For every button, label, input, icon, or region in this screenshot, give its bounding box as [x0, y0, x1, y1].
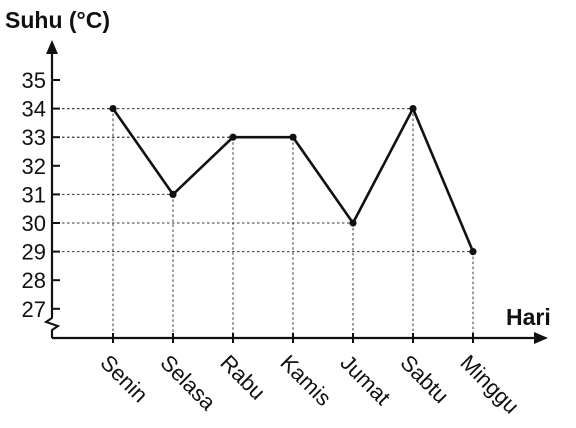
y-tick-label: 33	[22, 125, 46, 150]
x-tick-label: Selasa	[155, 350, 221, 416]
data-points	[109, 105, 477, 256]
y-tick-label: 34	[22, 97, 46, 122]
data-point	[169, 190, 177, 198]
data-point	[349, 219, 357, 227]
guide-lines	[52, 108, 474, 338]
x-tick-label: Sabtu	[395, 350, 453, 408]
x-tick-label: Jumat	[335, 350, 395, 410]
y-tick-label: 30	[22, 211, 46, 236]
y-tick-label: 31	[22, 182, 46, 207]
y-tick-label: 35	[22, 68, 46, 93]
y-tick-label: 28	[22, 268, 46, 293]
data-point	[289, 133, 297, 141]
data-point	[409, 105, 417, 113]
y-tick-label: 32	[22, 154, 46, 179]
x-axis-arrow	[534, 332, 548, 344]
y-axis-title: Suhu (°C)	[5, 7, 110, 33]
data-point	[469, 248, 477, 256]
y-tick-label: 27	[22, 297, 46, 322]
series-line	[111, 105, 475, 253]
y-axis-arrow	[46, 40, 58, 54]
series	[111, 105, 475, 253]
x-tick-label: Minggu	[455, 350, 524, 419]
x-tick-label: Senin	[95, 350, 152, 407]
x-tick-label: Rabu	[215, 350, 270, 405]
data-point	[109, 105, 117, 113]
data-point	[229, 133, 237, 141]
axes	[43, 40, 548, 344]
axis-break-symbol	[43, 314, 61, 333]
y-tick-label: 29	[22, 240, 46, 265]
x-axis-title: Hari	[506, 304, 551, 330]
x-tick-label: Kamis	[275, 350, 336, 411]
y-ticks: 35 34 33 32 31 30 29 28 27	[22, 68, 60, 322]
